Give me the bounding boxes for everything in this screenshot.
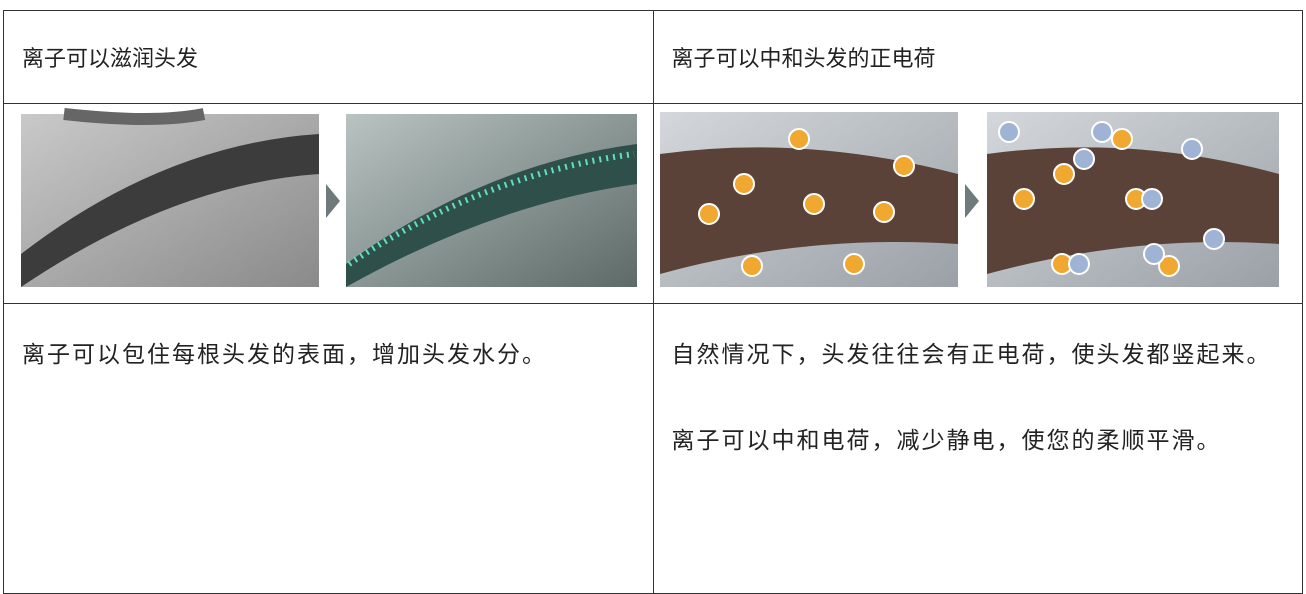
description-row: 离子可以包住每根头发的表面，增加头发水分。 自然情况下，头发往往会有正电荷，使头…: [3, 303, 1303, 594]
image-cell: [652, 103, 1303, 304]
image-row: [3, 103, 1303, 304]
header-cell: 离子可以中和头发的正电荷: [652, 10, 1303, 104]
header-row: 离子可以滋润头发 离子可以中和头发的正电荷: [3, 10, 1303, 104]
image-cell: [3, 103, 654, 304]
header-cell: 离子可以滋润头发: [3, 10, 654, 104]
description-cell: 自然情况下，头发往往会有正电荷，使头发都竖起来。离子可以中和电荷，减少静电，使您…: [652, 303, 1303, 594]
description-cell: 离子可以包住每根头发的表面，增加头发水分。: [3, 303, 654, 594]
charge-illustration: [659, 112, 1279, 287]
comparison-table: 离子可以滋润头发 离子可以中和头发的正电荷: [3, 10, 1303, 594]
moisture-illustration: [21, 108, 637, 287]
